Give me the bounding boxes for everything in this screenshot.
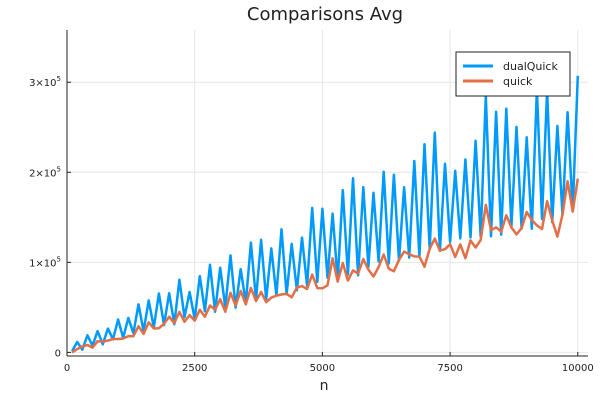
x-axis-label: n: [320, 378, 329, 394]
x-tick-label: 5000: [310, 363, 335, 374]
legend-label-quick: quick: [503, 75, 533, 88]
y-tick-label: 0: [55, 348, 61, 359]
legend: dualQuick quick: [455, 51, 571, 97]
x-tick-label: 2500: [182, 363, 207, 374]
legend-box: [455, 51, 571, 97]
axes: 0 2500 5000 7500 10000 0 1×105 2×105 3×105: [29, 30, 594, 374]
chart-title: Comparisons Avg: [247, 4, 403, 25]
y-tick-label: 2×105: [29, 165, 61, 179]
series-layer: [71, 75, 580, 354]
series-line-dualQuick: [71, 75, 580, 352]
x-tick-label: 7500: [437, 363, 462, 374]
y-tick-label: 3×105: [29, 75, 61, 89]
legend-label-dualQuick: dualQuick: [503, 60, 558, 73]
y-tick-label: 1×105: [29, 255, 61, 269]
x-tick-label: 0: [64, 363, 70, 374]
x-tick-label: 10000: [562, 363, 594, 374]
series-line-quick: [71, 178, 580, 354]
